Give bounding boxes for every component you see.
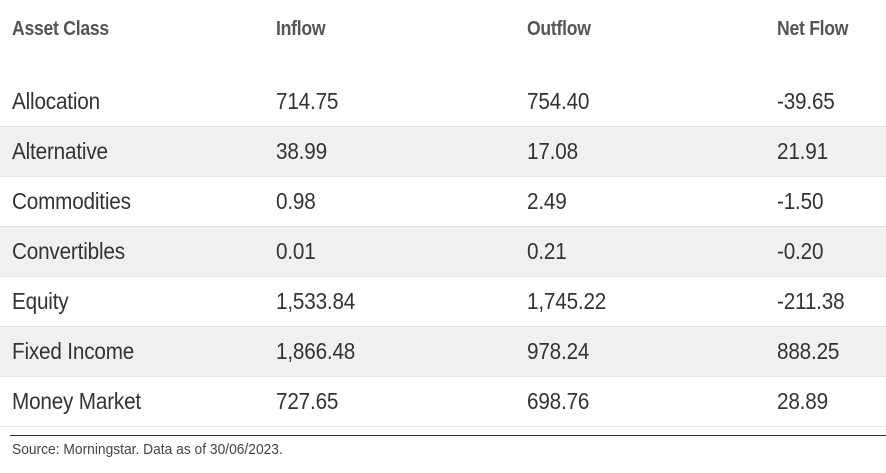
table-row: Money Market 727.65 698.76 28.89 (0, 377, 886, 427)
column-header-net-flow: Net Flow (777, 18, 849, 40)
cell-asset-class: Allocation (12, 88, 100, 114)
table-row: Fixed Income 1,866.48 978.24 888.25 (0, 327, 886, 377)
table-row: Convertibles 0.01 0.21 -0.20 (0, 227, 886, 277)
cell-outflow: 978.24 (527, 338, 590, 364)
cell-inflow: 38.99 (276, 138, 327, 164)
table-row: Allocation 714.75 754.40 -39.65 (0, 77, 886, 127)
cell-outflow: 0.21 (527, 238, 567, 264)
cell-outflow: 1,745.22 (527, 288, 607, 314)
source-divider (10, 435, 886, 436)
cell-outflow: 698.76 (527, 388, 590, 414)
cell-asset-class: Alternative (12, 138, 108, 164)
cell-inflow: 0.01 (276, 238, 316, 264)
cell-asset-class: Equity (12, 288, 69, 314)
cell-inflow: 727.65 (276, 388, 339, 414)
cell-net-flow: -211.38 (777, 288, 845, 314)
cell-asset-class: Convertibles (12, 238, 125, 264)
cell-net-flow: 21.91 (777, 138, 828, 164)
cell-net-flow: -1.50 (777, 188, 824, 214)
column-header-asset-class: Asset Class (12, 18, 109, 40)
cell-asset-class: Commodities (12, 188, 131, 214)
column-header-outflow: Outflow (527, 18, 591, 40)
cell-net-flow: 888.25 (777, 338, 840, 364)
cell-outflow: 17.08 (527, 138, 578, 164)
table-row: Commodities 0.98 2.49 -1.50 (0, 177, 886, 227)
table-row: Alternative 38.99 17.08 21.91 (0, 127, 886, 177)
cell-inflow: 1,866.48 (276, 338, 356, 364)
source-note: Source: Morningstar. Data as of 30/06/20… (12, 441, 283, 458)
cell-net-flow: 28.89 (777, 388, 828, 414)
cell-net-flow: -0.20 (777, 238, 824, 264)
cell-inflow: 1,533.84 (276, 288, 356, 314)
table-row: Equity 1,533.84 1,745.22 -211.38 (0, 277, 886, 327)
cell-asset-class: Money Market (12, 388, 141, 414)
column-header-inflow: Inflow (276, 18, 326, 40)
cell-net-flow: -39.65 (777, 88, 835, 114)
cell-asset-class: Fixed Income (12, 338, 135, 364)
asset-flows-table: Asset Class Inflow Outflow Net Flow Allo… (0, 0, 886, 427)
cell-outflow: 754.40 (527, 88, 590, 114)
cell-inflow: 0.98 (276, 188, 316, 214)
cell-outflow: 2.49 (527, 188, 567, 214)
cell-inflow: 714.75 (276, 88, 339, 114)
table-header-row: Asset Class Inflow Outflow Net Flow (0, 0, 886, 77)
